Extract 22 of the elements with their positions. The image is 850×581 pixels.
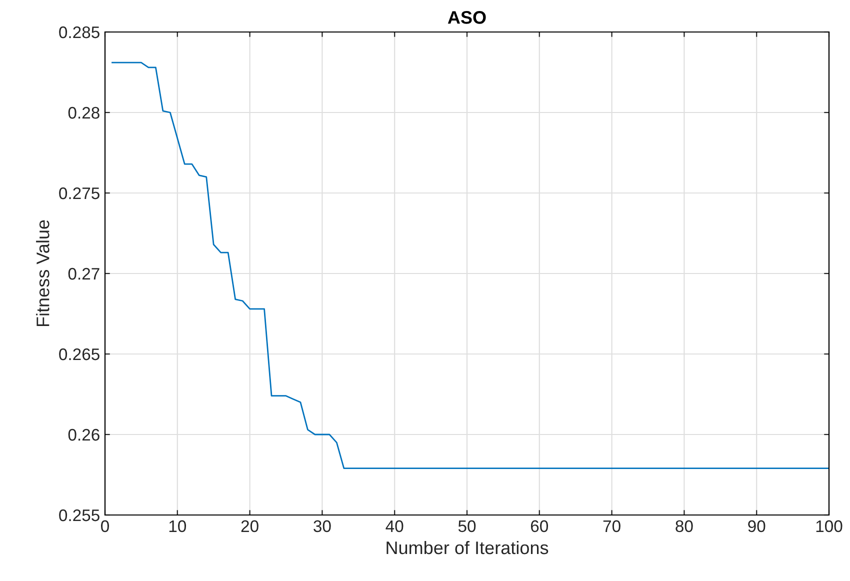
x-tick-label: 90 [748,520,766,532]
x-tick-label: 80 [676,520,693,532]
x-tick-label: 60 [530,520,548,532]
x-axis-title: Number of Iterations [386,540,548,554]
x-tick-label: 30 [314,520,331,532]
y-tick-label: 0.285 [59,26,100,38]
y-tick-label: 0.265 [59,348,100,360]
x-tick-label: 10 [169,520,186,532]
x-tick-label: 20 [241,520,258,532]
y-tick-label: 0.255 [59,509,100,522]
x-tick-label: 0 [101,520,109,532]
x-tick-label: 100 [816,520,842,532]
y-tick-label: 0.27 [68,268,100,280]
y-tick-label: 0.275 [59,187,100,200]
x-tick-label: 50 [458,520,476,532]
line-series [112,62,829,470]
x-tick-label: 70 [603,520,620,532]
chart-title: ASO [448,11,486,24]
y-tick-label: 0.26 [68,428,100,441]
y-axis-title: Fitness Value [36,220,50,326]
x-tick-label: 40 [386,520,404,532]
y-tick-label: 0.28 [68,106,100,119]
